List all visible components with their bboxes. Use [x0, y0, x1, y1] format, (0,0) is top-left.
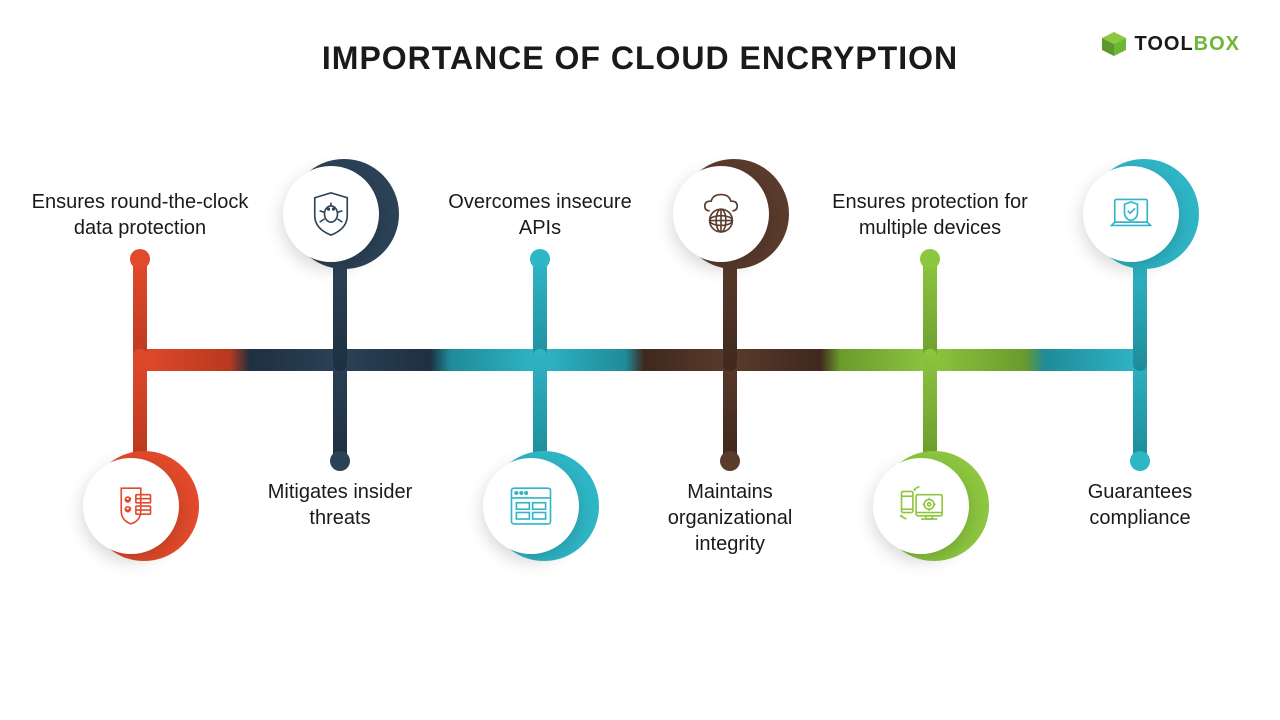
page-title: IMPORTANCE OF CLOUD ENCRYPTION	[322, 40, 958, 77]
item-label: Maintains organizational integrity	[630, 479, 830, 557]
icon-circle	[489, 451, 599, 561]
cube-icon	[1100, 30, 1128, 58]
stem	[723, 259, 737, 371]
shield-bug-icon	[283, 166, 379, 262]
stem-dot	[1130, 451, 1150, 471]
item-label: Mitigates insider threats	[240, 479, 440, 531]
timeline-segment	[140, 349, 340, 371]
stem-dot	[920, 249, 940, 269]
browser-grid-icon	[483, 458, 579, 554]
cloud-globe-icon	[673, 166, 769, 262]
stem-dot	[720, 451, 740, 471]
icon-circle	[1089, 159, 1199, 269]
item-label: Ensures round-the-clock data protection	[30, 189, 250, 241]
icon-circle	[89, 451, 199, 561]
icon-circle	[879, 451, 989, 561]
stem-dot	[530, 249, 550, 269]
timeline-segment	[930, 349, 1140, 371]
stem-dot	[330, 451, 350, 471]
stem	[923, 349, 937, 461]
item-label: Ensures protection for multiple devices	[820, 189, 1040, 241]
icon-circle	[679, 159, 789, 269]
shield-check-icon	[83, 458, 179, 554]
stem-dot	[130, 249, 150, 269]
stem	[133, 349, 147, 461]
stem	[533, 349, 547, 461]
brand-text: TOOLBOX	[1134, 33, 1240, 56]
timeline-segment	[540, 349, 730, 371]
timeline-segment	[730, 349, 930, 371]
item-label: Guarantees compliance	[1040, 479, 1240, 531]
icon-circle	[289, 159, 399, 269]
devices-icon	[873, 458, 969, 554]
stem	[333, 259, 347, 371]
timeline-segment	[340, 349, 540, 371]
brand-logo: TOOLBOX	[1100, 30, 1240, 58]
laptop-shield-icon	[1083, 166, 1179, 262]
item-label: Overcomes insecure APIs	[440, 189, 640, 241]
stem	[1133, 259, 1147, 371]
